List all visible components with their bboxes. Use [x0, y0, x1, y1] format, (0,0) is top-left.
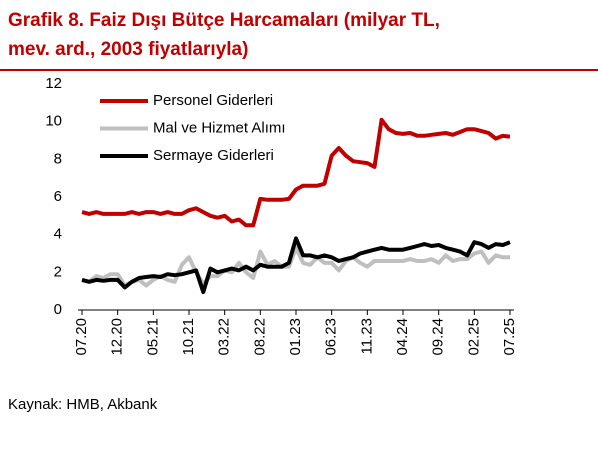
y-tick-label: 4: [54, 226, 62, 243]
series-line: [81, 117, 511, 228]
legend-label: Mal ve Hizmet Alımı: [153, 119, 286, 136]
x-tick-label: 06.23: [323, 318, 340, 356]
series-line: [81, 236, 511, 295]
legend-label: Personel Giderleri: [153, 92, 273, 109]
x-tick-label: 08.22: [251, 318, 268, 356]
x-tick-label: 01.23: [287, 318, 304, 356]
x-tick-label: 07.25: [501, 318, 518, 356]
legend-label: Sermaye Giderleri: [153, 147, 274, 164]
x-tick-label: 10.21: [180, 318, 197, 356]
source: Kaynak: HMB, Akbank: [8, 396, 158, 413]
x-tick-label: 03.22: [216, 318, 233, 356]
series-line: [81, 245, 510, 288]
y-tick-label: 10: [45, 113, 62, 130]
chart-title: mev. ard., 2003 fiyatlarıyla): [8, 39, 248, 60]
x-tick-label: 04.24: [394, 318, 411, 356]
x-tick-label: 02.25: [465, 318, 482, 356]
x-tick-label: 12.20: [109, 318, 126, 356]
y-tick-label: 0: [54, 301, 62, 318]
y-tick-label: 6: [54, 188, 62, 205]
x-tick-label: 05.21: [144, 318, 161, 356]
x-tick-label: 11.23: [358, 318, 375, 354]
y-tick-label: 12: [45, 75, 62, 92]
y-tick-label: 8: [54, 150, 62, 167]
x-tick-label: 09.24: [430, 318, 447, 356]
chart-title: Grafik 8. Faiz Dışı Bütçe Harcamaları (m…: [8, 10, 440, 31]
y-tick-label: 2: [54, 263, 62, 280]
x-tick-label: 07.20: [73, 318, 90, 356]
